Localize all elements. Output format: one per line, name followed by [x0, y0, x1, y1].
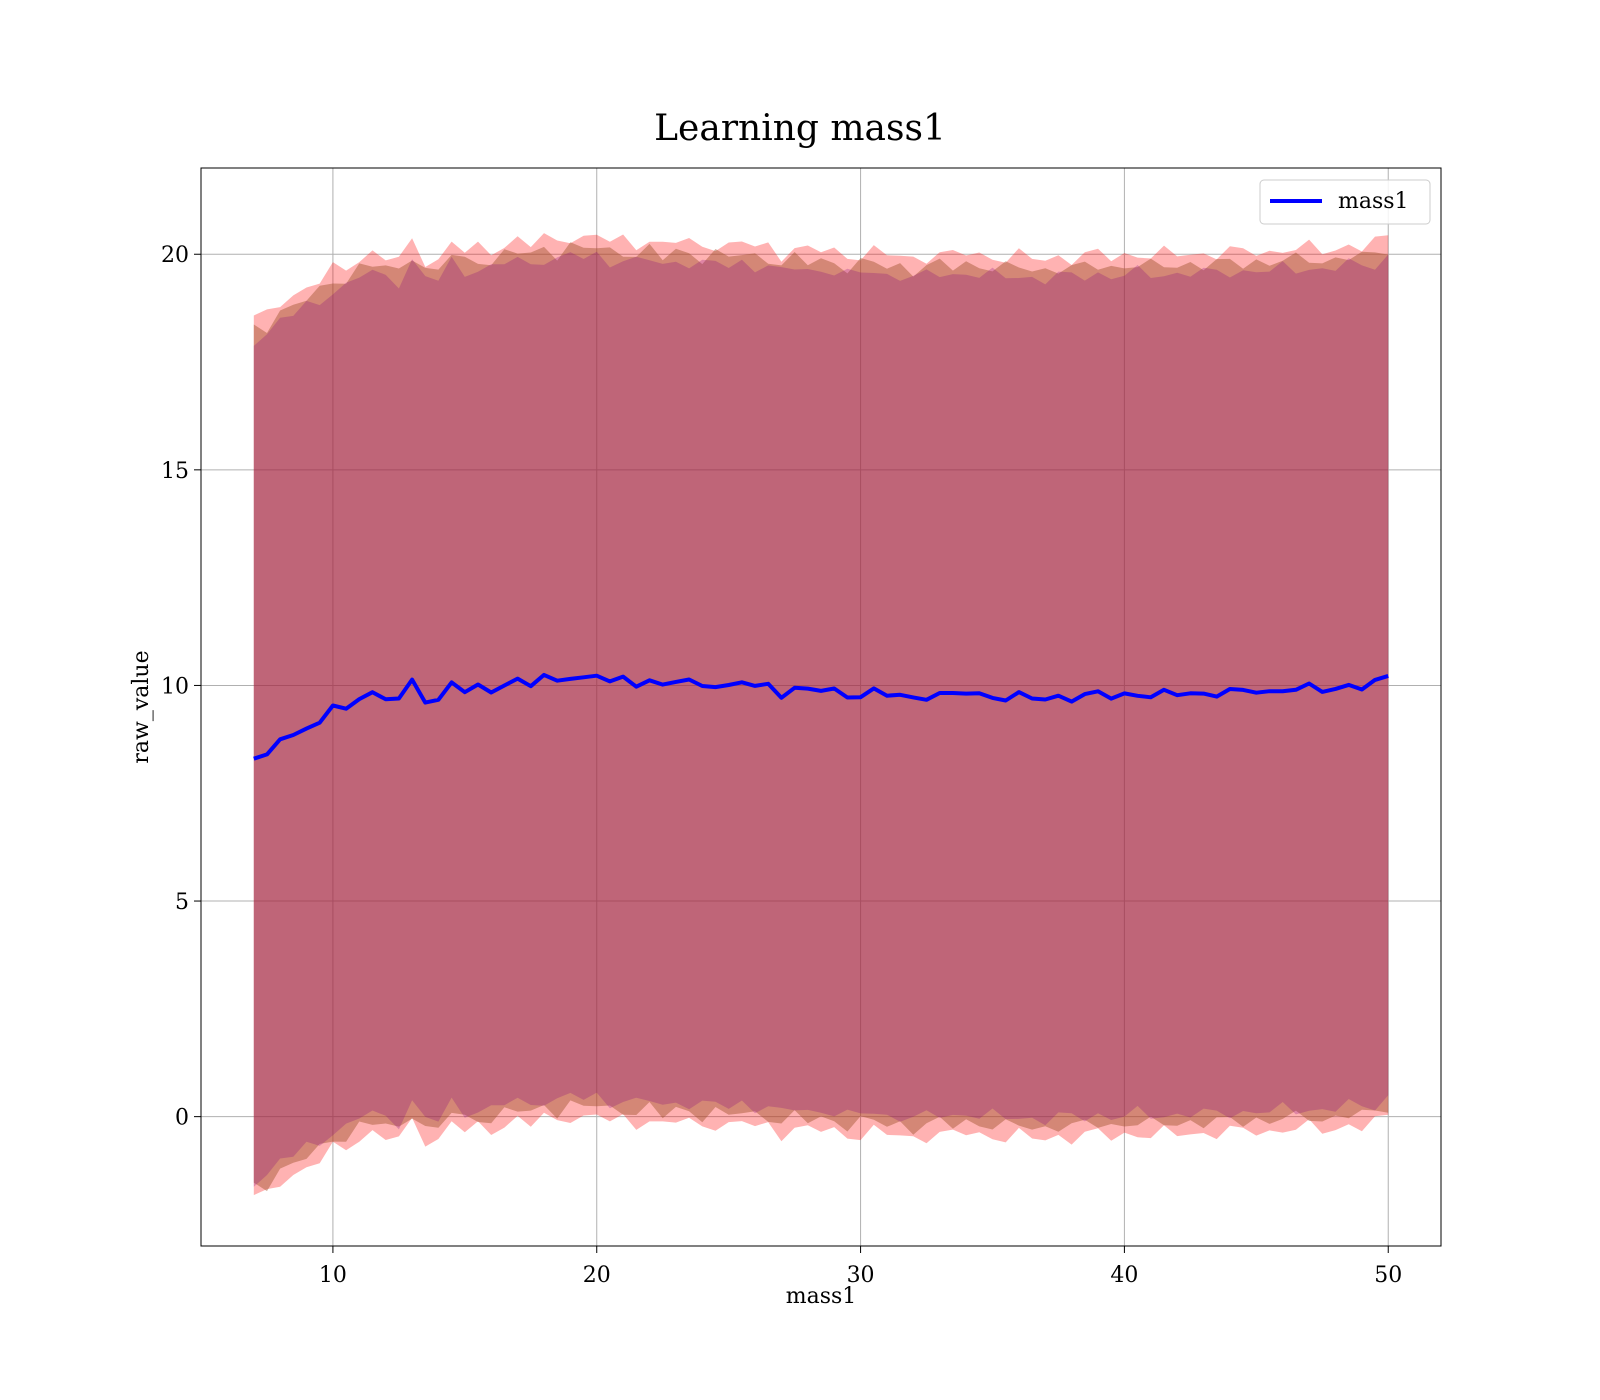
x-tick-label: 10 [319, 1263, 347, 1288]
y-tick-label: 15 [161, 459, 189, 484]
confidence-bands [253, 233, 1389, 1196]
chart-title: Learning mass1 [654, 108, 946, 149]
x-tick-label: 50 [1374, 1263, 1402, 1288]
x-tick-label: 40 [1110, 1263, 1138, 1288]
x-tick-label: 30 [847, 1263, 875, 1288]
y-axis-label: raw_value [129, 650, 154, 763]
plot-frame [200, 167, 1442, 1247]
axis-ticks: 10 20 30 40 50 0 5 10 15 20 [161, 243, 1402, 1288]
x-axis-label: mass1 [786, 1284, 857, 1309]
legend-label-mass1: mass1 [1338, 189, 1409, 214]
y-tick-label: 0 [175, 1106, 189, 1131]
band-outer [253, 233, 1389, 1196]
series-line-mass1 [253, 672, 1389, 761]
y-tick-label: 10 [161, 674, 189, 699]
band-middle [253, 242, 1389, 1192]
grid [201, 168, 1441, 1246]
series-lines [253, 672, 1389, 761]
y-tick-label: 20 [161, 243, 189, 268]
y-tick-label: 5 [175, 890, 189, 915]
band-inner [253, 251, 1389, 1187]
x-tick-label: 20 [583, 1263, 611, 1288]
legend-box [1259, 179, 1431, 225]
legend: mass1 [1259, 179, 1431, 225]
